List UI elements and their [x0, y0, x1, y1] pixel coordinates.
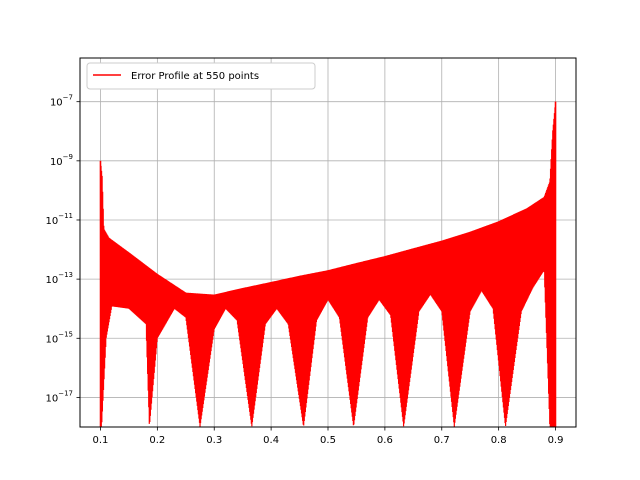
x-tick-label: 0.7 — [434, 435, 450, 446]
x-tick-label: 0.9 — [548, 435, 564, 446]
y-tick-label: 10−7 — [50, 94, 73, 109]
y-tick-label: 10−13 — [45, 271, 73, 286]
y-tick-label: 10−9 — [50, 153, 73, 168]
y-tick-label: 10−15 — [45, 330, 73, 345]
x-tick-label: 0.1 — [93, 435, 109, 446]
legend: Error Profile at 550 points — [86, 62, 316, 90]
x-tick-label: 0.5 — [320, 435, 336, 446]
y-tick-label: 10−17 — [45, 389, 73, 404]
legend-label: Error Profile at 550 points — [131, 71, 259, 82]
x-tick-label: 0.8 — [491, 435, 507, 446]
x-tick-label: 0.4 — [263, 435, 279, 446]
legend-box — [86, 62, 316, 90]
x-tick-label: 0.6 — [377, 435, 393, 446]
x-tick-label: 0.3 — [206, 435, 222, 446]
series-layer — [99, 101, 557, 427]
y-tick-label: 10−11 — [45, 212, 73, 227]
x-axis: 0.1 0.2 0.3 0.4 0.5 0.6 0.7 0.8 0.9 — [93, 427, 564, 446]
x-tick-label: 0.2 — [149, 435, 165, 446]
y-axis: 10−17 10−15 10−13 10−11 10−9 10−7 — [45, 94, 80, 404]
error-profile-line — [99, 101, 557, 427]
